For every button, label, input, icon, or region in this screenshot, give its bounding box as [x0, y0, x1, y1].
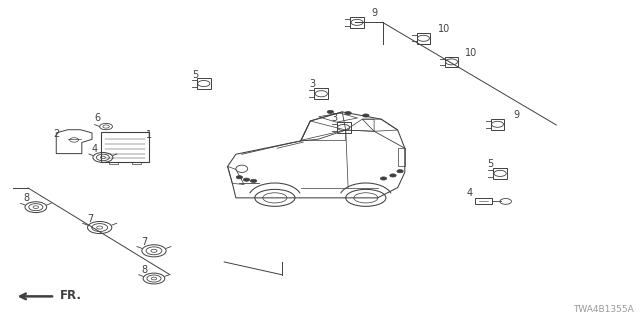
Bar	[314, 88, 328, 99]
Text: 5: 5	[192, 70, 198, 80]
Text: 8: 8	[23, 193, 29, 203]
PathPatch shape	[228, 112, 405, 198]
Circle shape	[345, 111, 351, 115]
Text: 8: 8	[141, 265, 147, 275]
Text: 9: 9	[372, 8, 378, 18]
Bar	[132, 162, 141, 164]
Circle shape	[380, 177, 387, 180]
Text: 2: 2	[53, 129, 60, 139]
Bar	[197, 78, 211, 89]
Circle shape	[363, 114, 369, 117]
Bar	[417, 33, 430, 44]
Text: 4: 4	[92, 144, 98, 154]
Circle shape	[236, 176, 243, 179]
Text: 7: 7	[141, 237, 147, 247]
Text: 3: 3	[331, 113, 337, 123]
Bar	[445, 57, 458, 67]
Text: 5: 5	[487, 159, 493, 170]
Bar	[337, 122, 351, 133]
Text: 9: 9	[514, 110, 520, 120]
Bar	[476, 198, 492, 204]
Text: 1: 1	[146, 130, 152, 140]
Circle shape	[390, 174, 396, 177]
Text: 6: 6	[95, 113, 101, 123]
Circle shape	[397, 170, 403, 173]
Text: 10: 10	[465, 48, 477, 58]
Bar	[491, 119, 504, 130]
Circle shape	[327, 110, 333, 114]
Bar	[109, 162, 118, 164]
Text: 10: 10	[438, 24, 450, 34]
Text: FR.: FR.	[60, 289, 81, 302]
Bar	[350, 17, 364, 28]
Text: TWA4B1355A: TWA4B1355A	[573, 305, 634, 314]
Circle shape	[243, 178, 250, 181]
Text: 3: 3	[309, 79, 316, 89]
Bar	[493, 168, 507, 179]
Text: 7: 7	[87, 214, 93, 224]
Circle shape	[250, 179, 257, 182]
Text: 4: 4	[467, 188, 473, 198]
